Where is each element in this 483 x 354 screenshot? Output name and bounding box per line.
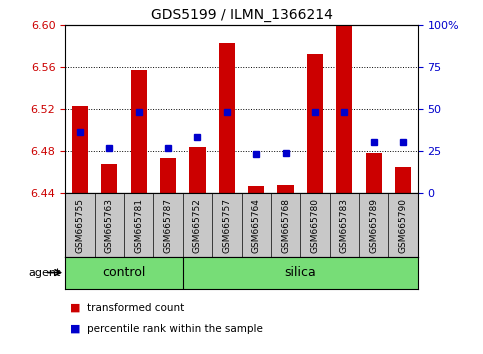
Text: GSM665781: GSM665781	[134, 198, 143, 253]
Text: GSM665757: GSM665757	[222, 198, 231, 253]
Text: control: control	[102, 266, 146, 279]
Bar	[248, 185, 264, 193]
Text: ■: ■	[70, 324, 81, 334]
Text: percentile rank within the sample: percentile rank within the sample	[87, 324, 263, 334]
Bar	[336, 25, 353, 193]
Text: GSM665764: GSM665764	[252, 198, 261, 253]
Bar	[130, 70, 147, 193]
Text: GSM665787: GSM665787	[164, 198, 172, 253]
Title: GDS5199 / ILMN_1366214: GDS5199 / ILMN_1366214	[151, 8, 332, 22]
Text: GSM665790: GSM665790	[398, 198, 408, 253]
Bar	[219, 42, 235, 193]
Text: GSM665755: GSM665755	[75, 198, 85, 253]
Bar	[307, 54, 323, 193]
Text: GSM665768: GSM665768	[281, 198, 290, 253]
Text: GSM665789: GSM665789	[369, 198, 378, 253]
Text: GSM665752: GSM665752	[193, 198, 202, 253]
Bar	[366, 153, 382, 193]
Bar	[160, 158, 176, 193]
Text: GSM665783: GSM665783	[340, 198, 349, 253]
Bar	[72, 106, 88, 193]
Bar	[278, 184, 294, 193]
Bar	[101, 164, 117, 193]
Text: silica: silica	[284, 266, 316, 279]
Text: transformed count: transformed count	[87, 303, 184, 313]
Bar	[395, 167, 411, 193]
Text: GSM665763: GSM665763	[105, 198, 114, 253]
Bar	[189, 147, 205, 193]
Text: ■: ■	[70, 303, 81, 313]
Text: agent: agent	[28, 268, 60, 278]
Text: GSM665780: GSM665780	[311, 198, 319, 253]
